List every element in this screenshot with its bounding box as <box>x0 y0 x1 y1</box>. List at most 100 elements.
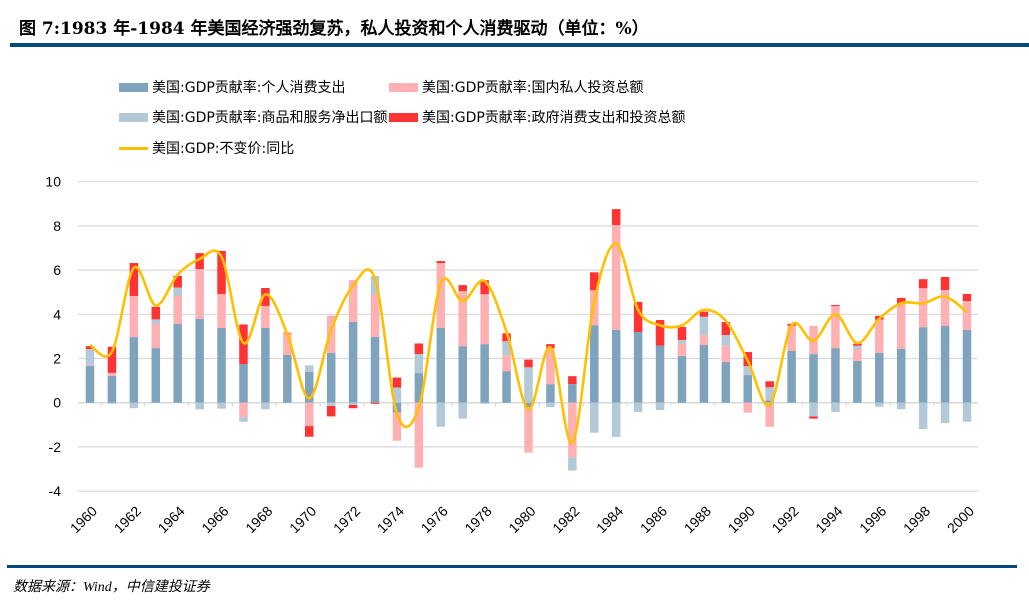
bar-net_exports <box>480 402 489 404</box>
bar-net_exports <box>611 402 621 437</box>
x-tick-label: 1998 <box>900 503 933 536</box>
bar-consumption <box>480 344 489 403</box>
bar-net_exports <box>809 402 818 417</box>
bar-net_exports <box>458 402 467 419</box>
legend-investment: 美国:GDP贡献率:国内私人投资总额 <box>389 77 644 97</box>
bar-consumption <box>809 354 818 403</box>
bar-consumption <box>611 329 621 403</box>
bar-net_exports <box>348 402 358 405</box>
bar-investment <box>129 295 139 338</box>
figure-title: 图 7:1983 年-1984 年美国经济强劲复苏，私人投资和个人消费驱动（单位… <box>19 19 649 39</box>
bar-net_exports <box>655 402 665 410</box>
bar-government <box>326 406 336 417</box>
bar-consumption <box>305 371 314 403</box>
legend-swatch <box>119 146 148 150</box>
bar-government <box>940 276 950 290</box>
bar-net_exports <box>436 402 446 427</box>
bar-investment <box>853 348 862 361</box>
bar-government <box>107 346 117 373</box>
bar-government <box>524 359 533 368</box>
bar-investment <box>611 225 621 330</box>
bar-net_exports <box>677 339 687 344</box>
x-tick-label: 1968 <box>242 503 275 536</box>
bar-net_exports <box>151 319 161 325</box>
bar-net_exports <box>129 402 139 409</box>
bar-investment <box>524 407 533 453</box>
bar-government <box>392 377 402 388</box>
bar-net_exports <box>502 341 511 356</box>
bar-government <box>414 343 424 355</box>
bar-investment <box>326 315 336 353</box>
bar-government <box>765 381 774 388</box>
bar-investment <box>370 293 380 338</box>
x-tick-label: 1964 <box>154 503 187 536</box>
bar-consumption <box>129 337 139 403</box>
bar-government <box>348 404 358 409</box>
y-tick-label: 6 <box>53 262 61 278</box>
legend-net-exports: 美国:GDP贡献率:商品和服务净出口额 <box>119 107 388 127</box>
bar-consumption <box>85 366 95 403</box>
bar-investment <box>743 402 752 413</box>
bar-consumption <box>940 326 950 403</box>
legend-label: 美国:GDP贡献率:个人消费支出 <box>152 80 346 96</box>
y-tick-label: 8 <box>53 218 61 234</box>
bar-government <box>151 306 161 320</box>
bar-government <box>633 301 643 332</box>
legend-label: 美国:GDP贡献率:商品和服务净出口额 <box>152 110 388 126</box>
bar-government <box>918 279 928 289</box>
bar-investment <box>305 402 314 427</box>
bar-net_exports <box>721 335 731 346</box>
bar-net_exports <box>940 402 950 424</box>
y-tick-label: 0 <box>53 395 61 411</box>
bar-investment <box>721 345 731 363</box>
bar-investment <box>261 305 270 329</box>
bar-consumption <box>896 348 906 403</box>
bar-investment <box>217 293 226 329</box>
title-rule <box>10 43 1029 47</box>
bar-consumption <box>853 360 862 403</box>
bar-consumption <box>261 328 270 403</box>
bar-net_exports <box>107 402 117 404</box>
bar-consumption <box>436 328 446 403</box>
bar-consumption <box>414 373 424 403</box>
bar-consumption <box>918 327 928 403</box>
bar-consumption <box>107 375 117 403</box>
bar-consumption <box>962 329 972 403</box>
x-tick-label: 1978 <box>461 503 494 536</box>
x-tick-label: 1966 <box>198 503 231 536</box>
y-tick-label: -2 <box>49 439 62 455</box>
legend-label: 美国:GDP:不变价:同比 <box>152 141 295 157</box>
bar-consumption <box>787 350 796 403</box>
bar-government <box>305 426 314 437</box>
bar-investment <box>239 402 248 418</box>
bar-consumption <box>721 362 731 403</box>
bar-government <box>129 263 139 296</box>
bar-consumption <box>677 356 687 403</box>
bar-government <box>699 311 709 317</box>
bar-government <box>655 320 665 346</box>
bar-government <box>85 346 95 349</box>
bar-net_exports <box>305 365 314 372</box>
bar-net_exports <box>414 354 424 374</box>
bar-government <box>568 376 577 385</box>
x-tick-label: 1972 <box>330 503 363 536</box>
bar-government <box>809 416 818 419</box>
x-tick-label: 2000 <box>944 503 977 536</box>
bar-consumption <box>195 318 204 403</box>
bar-net_exports <box>370 276 380 294</box>
bar-investment <box>765 402 774 427</box>
bar-consumption <box>502 371 511 403</box>
bar-consumption <box>633 331 643 403</box>
legend-government: 美国:GDP贡献率:政府消费支出和投资总额 <box>389 107 686 127</box>
bar-net_exports <box>875 402 884 407</box>
gdp-line <box>89 242 968 444</box>
bar-investment <box>151 324 161 349</box>
x-tick-label: 1970 <box>286 503 319 536</box>
bar-government <box>195 253 204 269</box>
bar-investment <box>480 294 489 345</box>
bar-government <box>436 261 446 264</box>
bar-investment <box>392 412 402 441</box>
bar-consumption <box>655 345 665 403</box>
source-note: 数据来源：Wind，中信建投证券 <box>13 580 210 595</box>
bar-consumption <box>743 375 752 403</box>
